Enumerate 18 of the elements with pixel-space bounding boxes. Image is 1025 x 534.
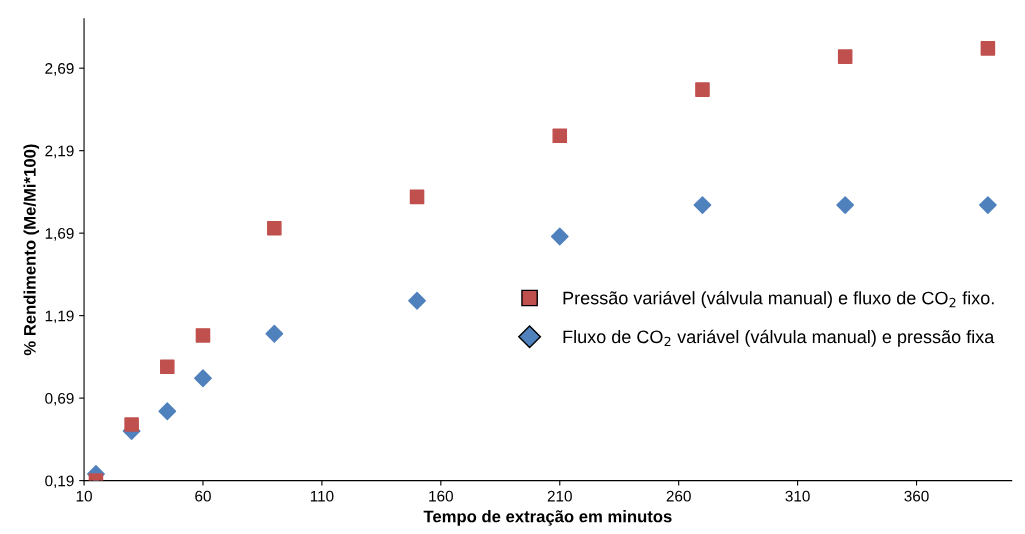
x-axis-title: Tempo de extração em minutos: [423, 510, 672, 526]
x-tick-label: 360: [904, 490, 929, 502]
y-tick-label: 0,69: [45, 392, 74, 406]
x-tick-label: 310: [785, 490, 810, 502]
y-tick-label: 2,19: [45, 145, 74, 159]
y-tick-label: 1,69: [45, 228, 74, 241]
x-tick-label: 210: [547, 490, 572, 502]
x-tick-label: 260: [666, 490, 691, 502]
x-tick-label: 160: [429, 490, 453, 502]
x-tick-label: 10: [76, 490, 92, 502]
y-tick-label: 1,19: [45, 310, 74, 324]
x-tick-label: 60: [195, 490, 211, 502]
x-tick-label: 110: [310, 490, 334, 502]
y-tick-label: 2,69: [45, 63, 74, 76]
legend-label: Pressão variável (válvula manual) e fluxo de CO$_{2}$ fixo.: [563, 290, 994, 308]
y-axis-title: % Rendimento (Me/Mi*100): [23, 144, 40, 356]
legend-label: Fluxo de CO$_{2}$ variável (válvula manual) e pressão fixa: [563, 329, 995, 347]
y-tick-label: 0,19: [45, 475, 74, 489]
